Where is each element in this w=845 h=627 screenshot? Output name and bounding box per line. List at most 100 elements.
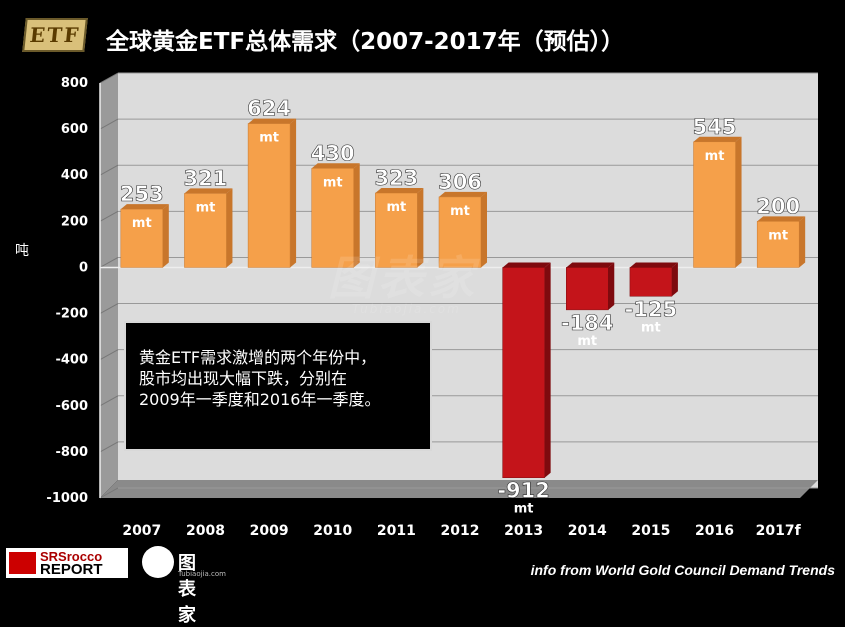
bar-side [417, 187, 424, 268]
x-tick-label: 2014 [568, 523, 607, 539]
bar-unit-label: mt [196, 200, 216, 215]
bar-unit-label: mt [577, 334, 597, 349]
header: ETF 全球黄金ETF总体需求（2007-2017年（预估）） [0, 0, 845, 70]
bar-value-label: 306 [438, 170, 482, 194]
bar-unit-label: mt [705, 149, 725, 164]
bar-value-label: -184 [561, 311, 614, 335]
bar [438, 196, 482, 268]
bar-side [544, 262, 551, 478]
etf-badge: ETF [22, 18, 88, 52]
bar-side [671, 262, 678, 297]
gridline-diag [99, 72, 119, 84]
bar-top [184, 188, 233, 194]
gridline-diag [99, 118, 119, 130]
y-tick-label: 400 [61, 168, 88, 183]
gridline-diag [99, 210, 119, 222]
bar-value-label: 624 [247, 97, 291, 121]
bar [375, 192, 418, 268]
annotation-line: 2009年一季度和2016年一季度。 [139, 390, 381, 409]
bar [247, 123, 291, 268]
x-tick-label: 2009 [250, 523, 289, 539]
bar-side [226, 188, 233, 268]
bar-top [311, 163, 360, 169]
bar-unit-label: mt [450, 204, 470, 219]
bar-side [799, 216, 806, 268]
bar-top [757, 216, 806, 222]
srsrocco-logo: SRSrocco REPORT [6, 548, 128, 578]
bar-value-label: 200 [756, 194, 800, 218]
y-tick-label: 600 [61, 122, 88, 137]
bar-top [629, 262, 678, 268]
y-tick-label: 800 [61, 76, 88, 91]
gridline-diag [99, 395, 119, 407]
bar-unit-label: mt [323, 175, 343, 190]
bar-value-label: 430 [311, 141, 355, 165]
logo-line2: REPORT [40, 561, 103, 578]
side-wall [100, 73, 118, 498]
bar [566, 267, 609, 311]
bar [693, 141, 736, 268]
tubiaojia-logo-text: 图表家 [178, 553, 196, 626]
y-tick-label: -1000 [46, 491, 88, 506]
bar-side [481, 191, 487, 268]
tubiaojia-face-icon [142, 546, 174, 578]
bar-side [290, 118, 297, 268]
x-tick-label: 2008 [186, 523, 225, 539]
bar-top [693, 136, 742, 142]
y-tick-label: -600 [55, 399, 88, 414]
x-tick-label: 2010 [313, 523, 352, 539]
y-tick-label: 200 [61, 214, 88, 229]
source-text: info from World Gold Council Demand Tren… [530, 562, 835, 578]
x-tick-label: 2015 [631, 523, 670, 539]
bar-value-label: 253 [120, 182, 164, 206]
x-tick-label: 2016 [695, 523, 734, 539]
x-tick-label: 2017f [756, 523, 802, 539]
bar-unit-label: mt [132, 216, 152, 231]
bar-unit-label: mt [514, 502, 534, 517]
bar-value-label: 321 [184, 166, 228, 190]
bar-unit-label: mt [386, 200, 406, 215]
logo-line1: SRSrocco [40, 549, 103, 564]
bar-unit-label: mt [641, 320, 661, 335]
gridline-diag [99, 487, 119, 499]
bar-side [735, 136, 742, 268]
y-tick-label: -400 [55, 353, 88, 368]
bar [629, 267, 673, 297]
bar-top [248, 118, 297, 124]
bar-value-label: -912 [497, 479, 550, 503]
x-tick-label: 2007 [122, 523, 161, 539]
floor [100, 480, 818, 498]
y-tick-label: -200 [55, 307, 88, 322]
x-tick-label: 2012 [441, 523, 480, 539]
watermark-sub: Tubiaojia.com [352, 302, 461, 316]
bar [756, 221, 800, 268]
x-tick-label: 2013 [504, 523, 543, 539]
bar-value-label: 323 [374, 166, 418, 190]
bar [502, 267, 545, 478]
x-tick-label: 2011 [377, 523, 416, 539]
bar [120, 208, 164, 268]
gridline-diag [99, 303, 119, 314]
bar [184, 193, 227, 268]
watermark: 图表家 [328, 251, 478, 305]
gridline-diag [99, 441, 119, 453]
bar-value-label: 545 [693, 115, 737, 139]
bar-side [608, 262, 615, 310]
y-axis-label: 吨 [15, 243, 29, 259]
annotation-box: 黄金ETF需求激增的两个年份中， 股市均出现大幅下跌，分别在 2009年一季度和… [124, 321, 432, 451]
bar-top [375, 187, 424, 193]
bar-value-label: -125 [625, 297, 678, 321]
bar-top [439, 191, 487, 197]
bar-side [162, 204, 169, 268]
annotation-line: 股市均出现大幅下跌，分别在 [139, 369, 348, 388]
bar-top [566, 262, 615, 268]
y-tick-label: 0 [79, 260, 88, 275]
bar [311, 168, 354, 268]
gridline-diag [99, 349, 119, 361]
gridline-diag [99, 257, 119, 268]
chart-title: 全球黄金ETF总体需求（2007-2017年（预估）） [106, 29, 625, 55]
annotation-line: 黄金ETF需求激增的两个年份中， [139, 348, 377, 367]
bar-top [120, 204, 169, 210]
y-tick-label: -800 [55, 445, 88, 460]
bar-unit-label: mt [768, 228, 788, 243]
